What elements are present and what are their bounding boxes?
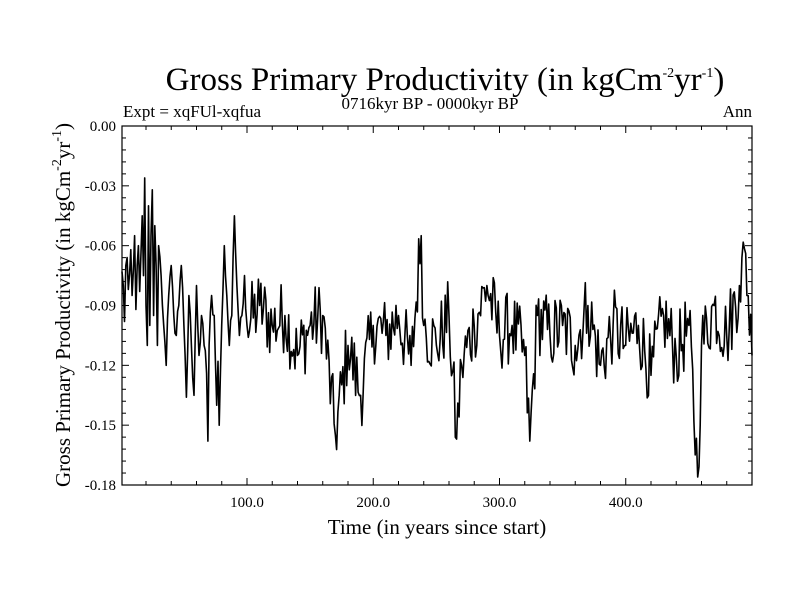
chart-title: Gross Primary Productivity (in kgCm-2yr-…	[166, 62, 725, 98]
plot-frame	[121, 125, 753, 486]
time-range-label: 0716kyr BP - 0000kyr BP	[342, 94, 519, 113]
y-tick-label: 0.00	[90, 119, 116, 135]
y-tick-label: -0.03	[85, 179, 116, 195]
y-tick-label: -0.09	[85, 299, 116, 315]
x-tick-label: 400.0	[609, 495, 643, 511]
x-axis-label: Time (in years since start)	[328, 515, 547, 539]
x-tick-label: 100.0	[230, 495, 264, 511]
experiment-label: Expt = xqFUl-xqfua	[123, 102, 261, 121]
x-axis-ticks: 100.0 200.0 300.0 400.0	[145, 126, 728, 511]
gpp-series-line	[121, 177, 753, 478]
y-tick-label: -0.06	[85, 239, 117, 255]
y-tick-label: -0.12	[85, 358, 116, 374]
x-tick-label: 200.0	[356, 495, 390, 511]
y-axis-ticks: 0.00 -0.03 -0.06 -0.09 -0.12 -0.15 -0.18	[85, 119, 752, 494]
x-tick-label: 300.0	[483, 495, 517, 511]
season-label: Ann	[723, 102, 753, 121]
y-tick-label: -0.18	[85, 478, 116, 494]
y-tick-label: -0.15	[85, 418, 116, 434]
y-axis-label: Gross Primary Productivity (in kgCm-2yr-…	[50, 123, 75, 487]
